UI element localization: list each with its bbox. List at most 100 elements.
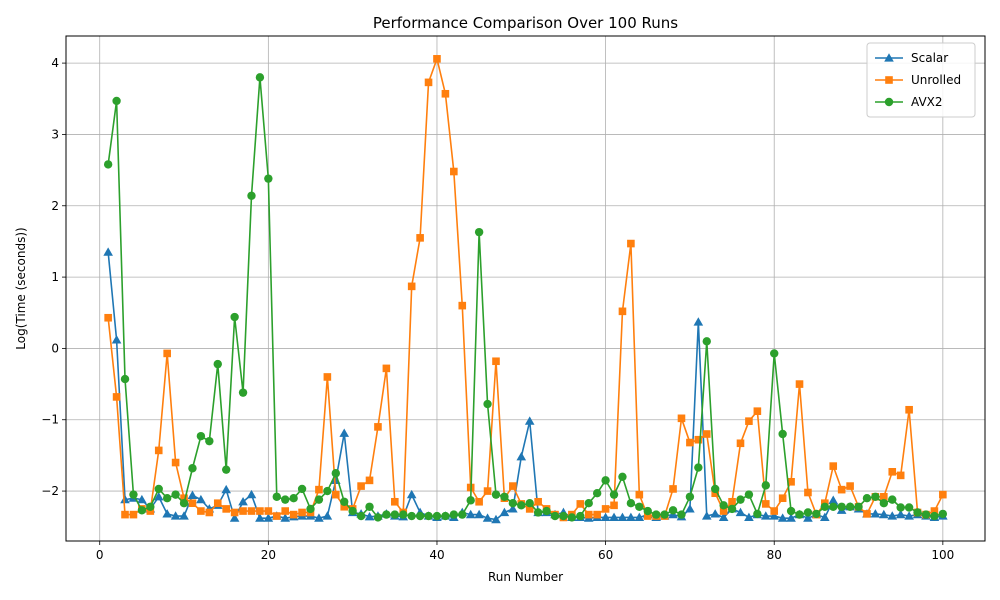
data-point-unrolled	[677, 414, 686, 423]
data-point-scalar	[769, 511, 780, 520]
data-point-unrolled	[331, 490, 340, 499]
data-point-avx2	[567, 513, 577, 522]
data-point-unrolled	[112, 393, 121, 401]
data-point-unrolled	[104, 313, 112, 322]
data-point-unrolled	[702, 430, 711, 438]
data-point-scalar	[364, 511, 375, 521]
data-point-unrolled	[281, 507, 290, 515]
data-point-avx2	[179, 498, 189, 508]
data-point-scalar	[870, 509, 881, 518]
legend-item-scalar: Scalar	[875, 51, 948, 65]
legend-label: AVX2	[911, 95, 943, 109]
data-point-avx2	[264, 174, 273, 183]
data-point-unrolled	[357, 482, 365, 490]
series-line-unrolled	[107, 58, 944, 519]
legend-label: Scalar	[911, 51, 948, 65]
data-point-scalar	[600, 512, 611, 522]
data-point-avx2	[171, 490, 180, 499]
data-point-avx2	[255, 73, 265, 82]
data-point-avx2	[651, 510, 661, 519]
data-point-unrolled	[247, 507, 256, 515]
data-point-unrolled	[315, 485, 323, 494]
data-point-avx2	[508, 498, 518, 508]
legend-swatch-marker	[884, 53, 894, 62]
data-point-avx2	[289, 494, 298, 503]
data-point-avx2	[845, 502, 855, 511]
data-point-avx2	[432, 511, 442, 521]
data-point-unrolled	[475, 497, 483, 506]
data-point-scalar	[710, 509, 721, 518]
data-point-unrolled	[534, 497, 542, 506]
data-point-scalar	[693, 317, 704, 326]
data-point-avx2	[415, 511, 425, 521]
legend-box	[866, 42, 976, 118]
data-point-avx2	[162, 494, 172, 503]
data-point-unrolled	[593, 510, 601, 519]
data-point-avx2	[382, 510, 391, 519]
y-tick-label: −1	[41, 413, 59, 427]
data-point-avx2	[188, 464, 197, 473]
data-point-scalar	[491, 514, 501, 524]
data-point-avx2	[213, 359, 222, 369]
data-point-unrolled	[272, 512, 281, 520]
data-point-scalar	[617, 512, 628, 522]
x-tick-label: 0	[96, 548, 104, 562]
data-point-avx2	[542, 506, 551, 516]
y-tick-label: 0	[51, 341, 59, 355]
data-point-scalar	[508, 504, 518, 513]
data-point-scalar	[895, 509, 906, 519]
legend-swatch-marker	[884, 97, 894, 107]
data-point-avx2	[356, 511, 366, 521]
data-point-avx2	[635, 502, 644, 511]
data-point-unrolled	[761, 500, 770, 508]
data-point-scalar	[137, 494, 147, 504]
data-point-unrolled	[230, 508, 239, 517]
data-point-unrolled	[728, 497, 736, 506]
data-point-unrolled	[450, 167, 458, 176]
x-tick-label: 100	[931, 548, 954, 562]
data-point-scalar	[828, 495, 839, 504]
data-point-avx2	[660, 510, 669, 519]
data-point-avx2	[550, 511, 560, 521]
data-point-avx2	[230, 312, 239, 322]
data-point-unrolled	[171, 458, 180, 467]
data-point-unrolled	[610, 501, 618, 510]
data-point-avx2	[576, 511, 585, 521]
data-point-avx2	[272, 492, 281, 501]
data-point-avx2	[862, 494, 872, 503]
legend-swatch-marker	[885, 76, 893, 84]
data-point-unrolled	[525, 505, 534, 513]
data-point-unrolled	[669, 485, 677, 493]
data-point-avx2	[474, 227, 484, 237]
data-point-avx2	[559, 511, 568, 521]
data-point-scalar	[406, 489, 417, 499]
data-point-unrolled	[778, 494, 787, 503]
data-point-avx2	[247, 191, 256, 200]
data-point-avx2	[348, 506, 357, 516]
data-point-avx2	[517, 501, 526, 510]
data-point-scalar	[524, 416, 535, 425]
legend-label: Unrolled	[911, 73, 961, 87]
data-point-avx2	[913, 508, 922, 517]
data-point-avx2	[306, 504, 315, 514]
data-point-scalar	[626, 512, 636, 522]
data-point-unrolled	[163, 349, 171, 358]
data-point-unrolled	[323, 373, 332, 381]
chart-title: Performance Comparison Over 100 Runs	[373, 14, 678, 32]
data-point-unrolled	[576, 500, 585, 508]
data-point-avx2	[146, 502, 155, 511]
data-point-avx2	[685, 492, 695, 501]
data-point-scalar	[280, 513, 291, 522]
data-point-scalar	[196, 494, 206, 504]
data-point-avx2	[373, 513, 383, 522]
data-point-avx2	[483, 399, 492, 409]
data-point-scalar	[803, 513, 813, 522]
data-point-avx2	[921, 510, 931, 519]
data-point-scalar	[120, 494, 130, 504]
data-point-scalar	[634, 512, 645, 522]
data-point-unrolled	[154, 446, 163, 455]
data-point-avx2	[500, 492, 509, 501]
data-point-unrolled	[222, 505, 230, 513]
legend: Scalar Unrolled AVX2	[866, 42, 976, 118]
data-point-scalar	[482, 513, 493, 522]
